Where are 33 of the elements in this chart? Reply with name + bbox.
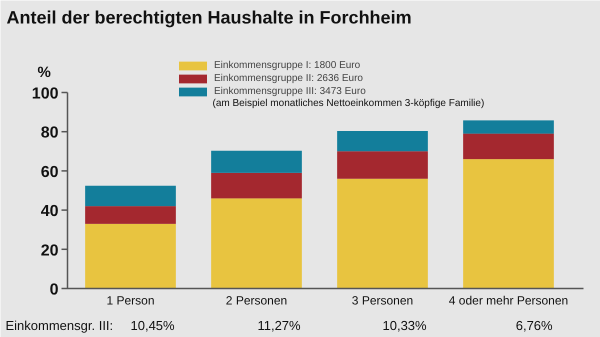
data-label: 6,76% — [516, 318, 554, 333]
bar — [211, 198, 302, 288]
bar — [337, 151, 428, 179]
bar — [463, 159, 554, 288]
bar — [85, 224, 176, 288]
bar — [85, 206, 176, 224]
y-tick-label: 40 — [40, 203, 59, 220]
y-tick-label: 80 — [40, 124, 59, 142]
chart-title: Anteil der berechtigten Haushalte in Forchheim — [6, 8, 412, 28]
y-tick-label: 100 — [32, 86, 59, 102]
bar — [85, 186, 176, 206]
x-tick-label: 2 Personen — [226, 294, 288, 308]
legend-label: Einkommensgruppe I: 1800 Euro — [214, 59, 360, 71]
bar — [463, 120, 554, 134]
y-axis-title: % — [38, 64, 51, 81]
y-tick-label: 20 — [40, 242, 59, 260]
x-tick-label: 3 Personen — [352, 294, 414, 308]
annotation: (am Beispiel monatliches Nettoeinkommen 3-köpfige Familie) — [212, 98, 484, 109]
bar — [337, 131, 428, 152]
legend-label: Einkommensgruppe III: 3473 Euro — [214, 85, 366, 97]
bar — [337, 178, 428, 288]
bar — [211, 172, 302, 198]
y-tick-label: 60 — [40, 164, 59, 181]
bar — [463, 134, 554, 160]
y-tick-label: 0 — [50, 282, 59, 298]
legend-label: Einkommensgruppe II: 2636 Euro — [214, 72, 363, 84]
data-label: 11,27% — [257, 318, 302, 333]
text: Einkommensgr. III: — [6, 318, 114, 333]
x-tick-label: 4 oder mehr Personen — [448, 294, 568, 308]
data-label: 10,33% — [382, 318, 428, 333]
x-tick-label: 1 Person — [106, 294, 155, 308]
bar — [211, 150, 302, 173]
data-label: 10,45% — [130, 318, 176, 333]
